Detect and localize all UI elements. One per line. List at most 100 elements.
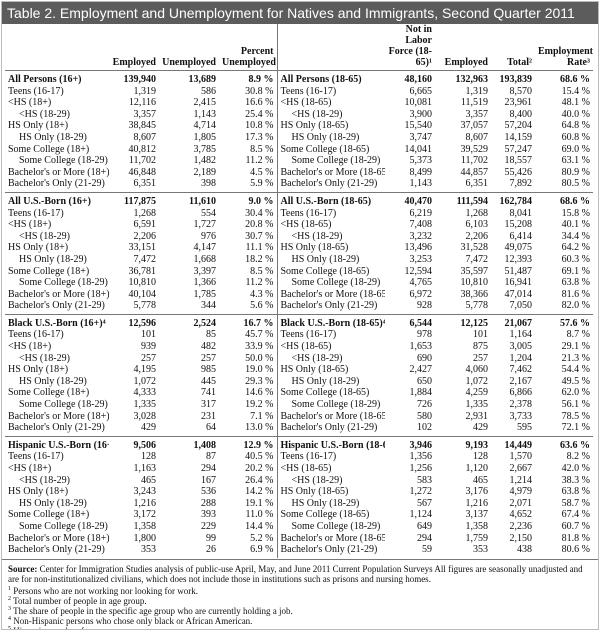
cell: 231: [201, 410, 216, 422]
cell: 6,414: [509, 230, 533, 242]
cell: 167: [201, 474, 216, 486]
cell: 14.4 %: [245, 520, 274, 532]
table-row: <HS (18+) 6,591 1,727 20.8 % <HS (18-65) 7,40…: [5, 219, 593, 231]
cell: 58.7 %: [561, 497, 590, 509]
cell: 68.6 %: [535, 69, 593, 86]
cell: 37,057: [460, 120, 489, 132]
row-label: Teens (16-17): [276, 451, 385, 463]
cell: 18,557: [504, 155, 533, 167]
cell: 128: [141, 451, 156, 463]
table-row: Bachelor's or More (18+) 3,028 231 7.1 % Bac…: [5, 410, 593, 423]
cell: 60.7 %: [561, 520, 590, 532]
footnote: 1 Persons who are not working nor lookin…: [8, 586, 592, 596]
cell: 554: [201, 207, 216, 219]
row-label: HS Only (18-29): [276, 497, 385, 510]
cell: 7,892: [509, 178, 533, 190]
cell: 49.5 %: [561, 375, 590, 387]
table-row: Bachelor's Only (21-29) 5,778 344 5.6 % Bach…: [5, 300, 593, 315]
row-label: HS Only (18-29): [276, 253, 385, 266]
row-label: <HS (18-65): [276, 97, 385, 109]
table-row: Some College (18+) 40,812 3,785 8.5 % Some C…: [5, 143, 593, 156]
cell: 429: [141, 422, 156, 434]
cell: 1,143: [193, 108, 217, 120]
header-row: Employed Unemployed Percent Unemployed Not …: [5, 24, 593, 71]
row-label: Bachelor's or More (18-65): [276, 166, 385, 179]
cell: 10,810: [128, 277, 157, 289]
cell: 38.3 %: [561, 474, 590, 486]
table-row: <HS (18-29) 2,206 976 30.7 % <HS (18-29) 3,23…: [5, 230, 593, 243]
source-text: Center for Immigration Studies analysis …: [8, 563, 583, 584]
footnote-mark: 5: [8, 625, 11, 630]
row-label: Some College (18-29): [19, 520, 108, 532]
cell: 1,319: [133, 85, 157, 97]
cell: 31,528: [460, 242, 489, 254]
cell: 10.8 %: [245, 120, 274, 132]
table-row: Hispanic U.S.-Born (16+)⁵ 9,506 1,408 12.9 …: [5, 435, 593, 452]
table-row: HS Only (18-29) 7,472 1,668 18.2 % HS Only (…: [5, 253, 593, 266]
table-title: Table 2. Employment and Unemployment for…: [2, 2, 598, 24]
cell: 1,366: [193, 277, 217, 289]
cell: 38,366: [460, 288, 489, 300]
cell: 726: [417, 399, 432, 411]
cell: 4,765: [409, 277, 433, 289]
row-label: Bachelor's Only (21-29): [276, 300, 385, 315]
cell: 87: [206, 451, 216, 463]
cell: 4,979: [509, 486, 533, 498]
footnote-text: Total number of people in age group.: [13, 595, 147, 606]
cell: 18.2 %: [245, 253, 274, 265]
row-label: Some College (18+): [8, 143, 90, 155]
cell: 68.6 %: [535, 191, 593, 208]
cell: 117,875: [109, 191, 159, 208]
table-row: HS Only (18+) 3,243 536 14.2 % HS Only (18-6…: [5, 486, 593, 498]
cell: 81.6 %: [561, 288, 590, 300]
row-label: Bachelor's or More (18+): [8, 410, 109, 422]
cell: 2,378: [509, 399, 533, 411]
cell: 2,236: [509, 520, 533, 532]
row-label: Teens (16-17): [276, 207, 385, 220]
cell: 6,219: [409, 207, 433, 219]
cell: 3,900: [409, 108, 433, 120]
cell: 8,499: [409, 166, 433, 178]
notes: Source: Center for Immigration Studies a…: [2, 558, 598, 630]
cell: 294: [417, 532, 432, 544]
cell: 985: [201, 364, 216, 376]
cell: 2,667: [509, 463, 533, 474]
cell: 40.1 %: [561, 219, 590, 231]
row-label: <HS (18+): [8, 219, 52, 231]
cell: 1,164: [509, 329, 533, 341]
cell: 2,206: [133, 230, 157, 242]
cell: 939: [141, 341, 156, 353]
table-row: <HS (18+) 1,163 294 20.2 % <HS (18-65) 1,256 1…: [5, 463, 593, 475]
cell: 128: [473, 451, 488, 463]
cell: 2,931: [465, 410, 489, 422]
cell: 80.5 %: [561, 178, 590, 190]
table-row: <HS (18+) 939 482 33.9 % <HS (18-65) 1,653 875…: [5, 341, 593, 353]
cell: 8.5 %: [250, 143, 274, 155]
row-label: <HS (18-65): [276, 341, 385, 353]
table-row: HS Only (18+) 33,151 4,147 11.1 % HS Only (1…: [5, 242, 593, 254]
footnote-mark: 4: [8, 615, 11, 622]
cell: 7,472: [465, 253, 489, 265]
cell: 580: [417, 410, 432, 422]
row-label: HS Only (18-65): [276, 364, 385, 376]
row-label: Some College (18-29): [276, 277, 385, 289]
column-header: Employed: [444, 57, 488, 68]
cell: 50.0 %: [245, 352, 274, 364]
cell: 317: [201, 399, 216, 411]
cell: 567: [417, 497, 432, 509]
row-label: Some College (18+): [8, 387, 90, 399]
cell: 49,075: [504, 242, 533, 254]
cell: 15,540: [404, 120, 433, 132]
table-row: Teens (16-17) 128 87 40.5 % Teens (16-17) 1,3…: [5, 451, 593, 463]
cell: 1,124: [409, 509, 433, 521]
cell: 1,204: [509, 352, 533, 364]
cell: 7,408: [409, 219, 433, 231]
cell: 46,848: [128, 166, 157, 178]
row-label: Some College (18-65): [276, 143, 385, 156]
cell: 63.1 %: [561, 155, 590, 167]
row-label: <HS (18+): [8, 463, 52, 474]
cell: 3,243: [133, 486, 157, 498]
cell: 35,597: [460, 265, 489, 277]
cell: 78.5 %: [561, 410, 590, 422]
cell: 4,195: [133, 364, 157, 376]
